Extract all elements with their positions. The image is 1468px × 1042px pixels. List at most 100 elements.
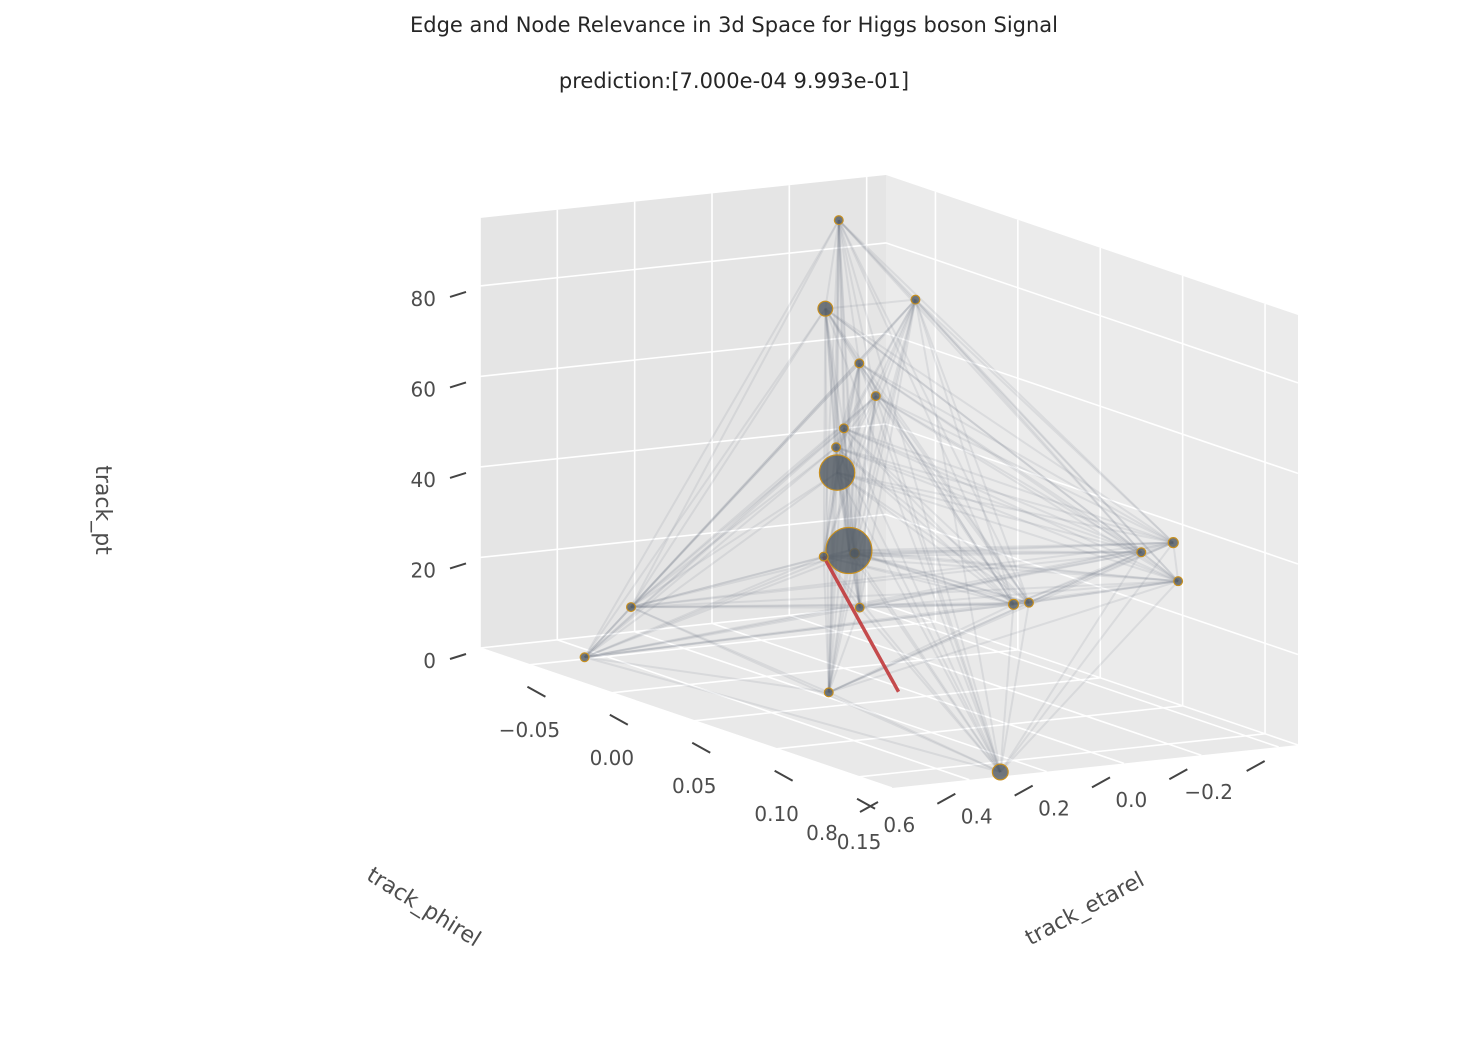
y-tick-mark xyxy=(1246,760,1266,772)
x-tick-mark xyxy=(609,713,629,726)
graph-edge xyxy=(630,551,1142,609)
y-tick-mark xyxy=(859,801,879,813)
graph-edge xyxy=(1013,551,1142,606)
graph-edge xyxy=(859,551,1142,609)
graph-edge xyxy=(630,446,837,608)
graph-edge xyxy=(835,446,1002,773)
graph-edge xyxy=(875,395,1174,544)
graph-edge xyxy=(1028,541,1174,604)
graph-edge xyxy=(836,471,1174,544)
grid-line-z-phirel xyxy=(479,513,887,559)
back-pane-etarel xyxy=(886,175,1298,745)
graph-edge xyxy=(630,395,877,608)
graph-edge xyxy=(875,395,1179,583)
graph-edge xyxy=(854,552,1014,606)
graph-edge xyxy=(914,299,1015,605)
graph-edge xyxy=(848,549,1030,604)
graph-edge xyxy=(914,298,1174,544)
graph-edge xyxy=(837,219,1002,773)
graph-node xyxy=(854,602,865,613)
z-tick-mark xyxy=(449,471,467,479)
graph-edge xyxy=(837,220,861,364)
graph-edge xyxy=(843,427,1030,604)
graph-edge xyxy=(630,219,840,608)
graph-edge xyxy=(854,552,1030,604)
graph-edge xyxy=(836,471,1030,604)
y-tick-label: 0.8 xyxy=(806,821,838,845)
graph-edge xyxy=(828,691,1001,773)
graph-edge xyxy=(858,362,1015,605)
graph-edge xyxy=(828,551,1142,694)
y-tick-mark xyxy=(1168,768,1188,781)
graph-edge xyxy=(584,656,1001,773)
x-tick-label: 0.10 xyxy=(754,802,799,826)
graph-edge xyxy=(583,471,838,659)
graph-edge xyxy=(630,606,1001,773)
z-tick-label: 40 xyxy=(411,468,436,492)
graph-edge xyxy=(842,427,1002,773)
graph-edge xyxy=(842,363,861,429)
x-tick-label: 0.00 xyxy=(590,746,635,770)
graph-edge xyxy=(630,580,1179,609)
graph-node xyxy=(579,652,590,663)
graph-edge xyxy=(835,446,1179,583)
grid-line-z-phirel xyxy=(479,604,887,649)
graph-node xyxy=(818,551,829,562)
grid-line-z-etarel xyxy=(885,332,1299,475)
graph-edge xyxy=(630,552,855,609)
graph-edge xyxy=(835,299,917,448)
graph-edge xyxy=(630,308,827,608)
graph-edge xyxy=(583,427,845,659)
y-tick-label: 0.0 xyxy=(1115,788,1147,812)
graph-edge xyxy=(858,362,1030,604)
graph-edge xyxy=(853,395,877,554)
graph-edge xyxy=(630,541,1174,609)
graph-node xyxy=(823,687,834,698)
graph-edge xyxy=(630,601,1029,609)
graph-edge xyxy=(824,308,1015,605)
graph-edge xyxy=(859,580,1179,609)
graph-edge xyxy=(858,396,877,608)
graph-edge xyxy=(824,308,861,364)
graph-edge xyxy=(584,549,850,659)
graph-node xyxy=(625,602,636,613)
x-tick-mark xyxy=(526,685,546,698)
graph-edge xyxy=(847,395,877,551)
graph-edge xyxy=(630,298,917,608)
graph-edge xyxy=(859,603,1014,609)
graph-edge xyxy=(1028,551,1142,604)
graph-edge xyxy=(999,604,1015,773)
graph-edge xyxy=(630,471,838,608)
graph-node xyxy=(1023,597,1034,608)
chart-title: Edge and Node Relevance in 3d Space for … xyxy=(410,13,1058,37)
graph-edge xyxy=(999,580,1179,773)
graph-edge xyxy=(874,299,917,397)
graph-edge xyxy=(1013,580,1179,606)
graph-node xyxy=(991,763,1009,781)
graph-edge xyxy=(837,220,850,551)
graph-edge xyxy=(837,219,1015,605)
graph-node xyxy=(831,442,842,453)
graph-edge xyxy=(583,606,632,658)
z-axis-label: track_pt xyxy=(90,465,115,555)
graph-edge xyxy=(836,471,1015,606)
graph-edge xyxy=(1013,541,1174,606)
graph-edge xyxy=(583,308,827,658)
graph-edge xyxy=(858,298,917,364)
grid-line-x-floor xyxy=(694,677,1101,722)
x-axis-label: track_etarel xyxy=(1021,868,1148,952)
graph-edge xyxy=(824,307,1179,582)
graph-edge xyxy=(583,446,837,659)
graph-node xyxy=(838,423,849,434)
graph-edge xyxy=(858,362,877,397)
graph-edge xyxy=(822,220,840,557)
grid-line-y-floor xyxy=(789,614,1202,756)
graph-edge xyxy=(630,549,850,609)
graph-node xyxy=(870,391,881,402)
graph-edge xyxy=(853,299,917,554)
graph-edge xyxy=(854,551,1142,555)
graph-node xyxy=(910,294,921,305)
graph-edge xyxy=(874,395,1030,604)
y-tick-label: 0.4 xyxy=(961,805,993,829)
